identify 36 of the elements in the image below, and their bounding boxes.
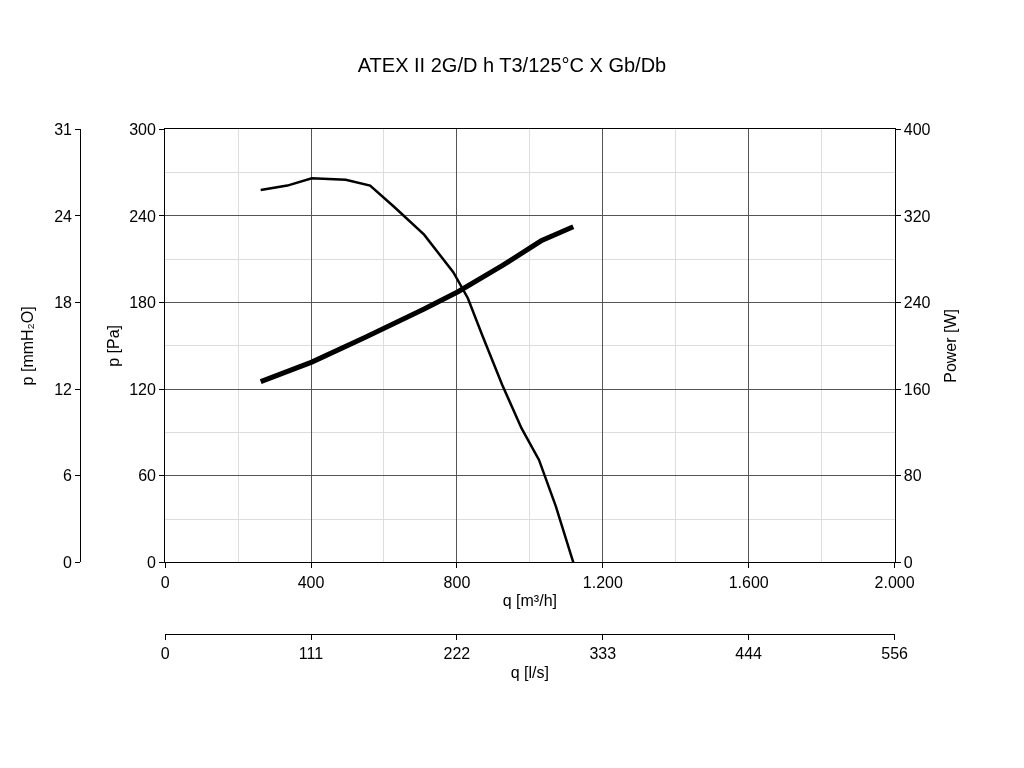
x2-axis-title: q [l/s] bbox=[510, 663, 549, 681]
y-tick-label: 300 bbox=[129, 120, 157, 138]
y3-tick-label: 0 bbox=[63, 554, 73, 572]
y-tick-label: 60 bbox=[138, 467, 157, 485]
x2-tick-label: 222 bbox=[443, 645, 471, 663]
y2-tick-label: 80 bbox=[903, 467, 922, 485]
y3-tick-label: 31 bbox=[54, 120, 73, 138]
y-tick-label: 240 bbox=[129, 207, 157, 225]
y2-tick-label: 240 bbox=[903, 294, 931, 312]
y-tick-label: 120 bbox=[129, 380, 157, 398]
x-tick-label: 2.000 bbox=[874, 573, 915, 591]
y2-tick-label: 400 bbox=[903, 120, 931, 138]
y3-tick-label: 12 bbox=[54, 380, 73, 398]
x2-tick-label: 556 bbox=[881, 645, 909, 663]
y3-tick-label: 24 bbox=[54, 207, 73, 225]
chart-title: ATEX II 2G/D h T3/125°C X Gb/Db bbox=[357, 54, 667, 76]
y2-tick-label: 0 bbox=[903, 554, 913, 572]
x-tick-label: 400 bbox=[297, 573, 325, 591]
x-tick-label: 0 bbox=[160, 573, 170, 591]
x-axis-title: q [m³/h] bbox=[502, 592, 557, 610]
x-tick-label: 1.600 bbox=[728, 573, 769, 591]
y2-axis-title: Power [W] bbox=[942, 308, 960, 383]
x-tick-label: 1.200 bbox=[582, 573, 623, 591]
x2-tick-label: 0 bbox=[160, 645, 170, 663]
y-tick-label: 180 bbox=[129, 294, 157, 312]
y-tick-label: 0 bbox=[147, 554, 157, 572]
y-axis-title: p [Pa] bbox=[105, 324, 123, 367]
x2-tick-label: 444 bbox=[735, 645, 763, 663]
y3-tick-label: 6 bbox=[63, 467, 73, 485]
y2-tick-label: 160 bbox=[903, 380, 931, 398]
y2-tick-label: 320 bbox=[903, 207, 931, 225]
y3-tick-label: 18 bbox=[54, 294, 73, 312]
y3-axis-title: p [mmH₂O] bbox=[19, 306, 37, 386]
x-tick-label: 800 bbox=[443, 573, 471, 591]
x2-tick-label: 111 bbox=[298, 645, 324, 663]
x2-tick-label: 333 bbox=[589, 645, 617, 663]
